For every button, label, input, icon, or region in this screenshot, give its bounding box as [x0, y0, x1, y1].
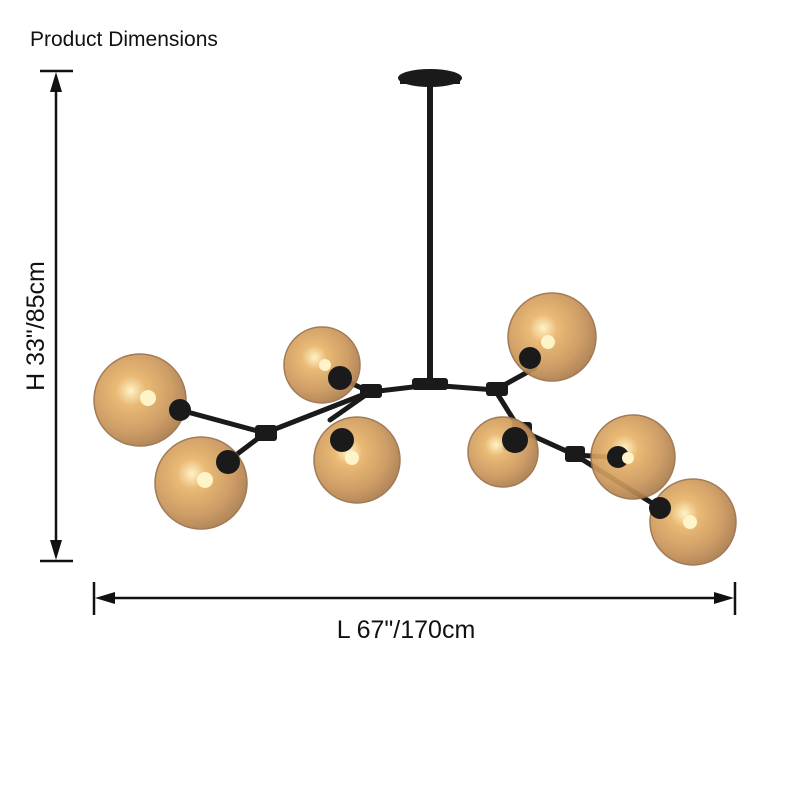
length-arrow	[92, 582, 737, 615]
chandelier	[93, 69, 737, 566]
height-arrow	[40, 69, 73, 563]
height-label: H 33"/85cm	[22, 261, 50, 391]
length-label: L 67"/170cm	[337, 616, 476, 644]
title: Product Dimensions	[30, 28, 218, 51]
